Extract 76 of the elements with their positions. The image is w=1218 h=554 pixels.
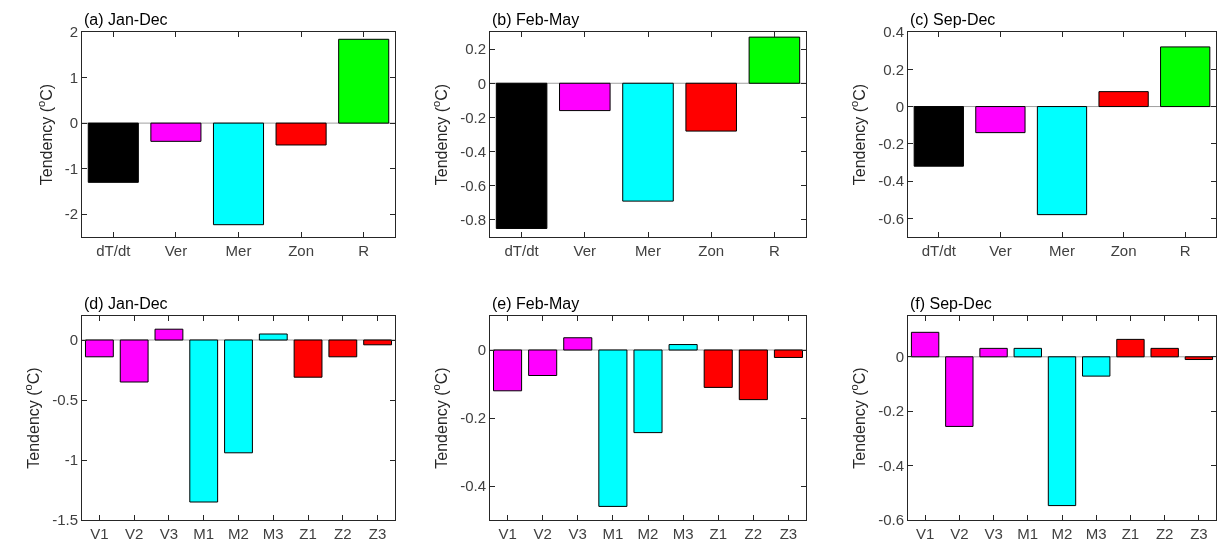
y-tick-label: -1 <box>64 451 78 469</box>
x-tick-label: M1 <box>1017 525 1039 542</box>
x-tick-label: Z2 <box>1155 525 1174 542</box>
x-tick-label: Ver <box>989 242 1012 259</box>
x-tick-label: V2 <box>124 525 144 542</box>
chart-title: (f) Sep-Dec <box>910 295 992 312</box>
x-tick-label: dT/dt <box>96 242 132 259</box>
y-tick-label: 0 <box>895 97 904 115</box>
x-tick-label: M1 <box>602 525 624 542</box>
x-tick-label: Z1 <box>299 525 317 542</box>
x-tick-label: R <box>1179 242 1191 259</box>
x-tick-label: V3 <box>159 525 179 542</box>
x-tick-label: Z3 <box>1190 525 1208 542</box>
x-tick-label: Z1 <box>709 525 727 542</box>
y-tick-label: 0 <box>477 74 486 92</box>
x-tick-label: R <box>768 242 780 259</box>
y-tick-label: -0.2 <box>460 108 486 126</box>
chart-title: (a) Jan-Dec <box>84 11 168 28</box>
x-tick-label: Mer <box>635 242 661 259</box>
y-tick-label: -0.2 <box>878 402 904 420</box>
x-tick-label: Z1 <box>1121 525 1140 542</box>
y-tick-label: -0.6 <box>878 511 904 529</box>
y-tick-label: 2 <box>69 23 78 41</box>
x-tick-label: Mer <box>1049 242 1075 259</box>
y-tick-label: -1 <box>64 159 78 177</box>
y-tick-label: -2 <box>64 205 78 223</box>
y-tick-label: -0.4 <box>460 477 486 495</box>
x-tick-label: V2 <box>533 525 552 542</box>
x-tick-label: V3 <box>984 525 1003 542</box>
chart-title: (b) Feb-May <box>492 11 580 28</box>
chart-title: (e) Feb-May <box>492 295 580 312</box>
y-tick-label: -0.6 <box>460 177 486 194</box>
x-tick-label: Z3 <box>368 525 387 542</box>
y-tick-label: -0.4 <box>878 456 904 474</box>
x-tick-label: M1 <box>193 525 215 542</box>
x-tick-label: dT/dt <box>504 242 540 259</box>
x-tick-label: V1 <box>498 525 517 542</box>
y-tick-label: 0 <box>69 331 78 349</box>
y-tick-label: 1 <box>69 68 78 86</box>
x-tick-label: Zon <box>698 242 725 259</box>
x-tick-label: Ver <box>573 242 597 259</box>
x-tick-label: Zon <box>288 242 315 259</box>
chart-title: (d) Jan-Dec <box>84 295 168 312</box>
x-tick-label: M2 <box>1051 525 1073 542</box>
x-tick-label: Z2 <box>744 525 763 542</box>
y-tick-label: -0.6 <box>878 209 904 227</box>
x-tick-label: dT/dt <box>921 242 957 259</box>
y-tick-label: -0.5 <box>52 391 78 409</box>
y-tick-label: 0.4 <box>883 23 904 41</box>
x-tick-label: M3 <box>672 525 694 542</box>
x-tick-label: M2 <box>637 525 659 542</box>
x-tick-label: V1 <box>915 525 935 542</box>
x-tick-label: V3 <box>568 525 587 542</box>
x-tick-label: M2 <box>228 525 249 542</box>
y-tick-label: -0.8 <box>460 211 486 229</box>
x-tick-label: M3 <box>1085 525 1107 542</box>
x-tick-label: V1 <box>90 525 109 542</box>
y-tick-label: -1.5 <box>52 511 78 529</box>
x-tick-label: Zon <box>1110 242 1137 259</box>
y-tick-label: -0.2 <box>878 135 904 153</box>
x-tick-label: M3 <box>262 525 284 542</box>
x-tick-label: Mer <box>225 242 252 259</box>
y-tick-label: 0.2 <box>465 40 486 58</box>
x-tick-label: V2 <box>950 525 969 542</box>
x-tick-label: Ver <box>164 242 188 259</box>
y-tick-label: 0 <box>477 341 486 359</box>
chart-title: (c) Sep-Dec <box>910 11 996 28</box>
x-tick-label: Z3 <box>779 525 798 542</box>
y-tick-label: 0.2 <box>883 60 904 78</box>
y-tick-label: 0 <box>895 348 904 366</box>
y-tick-label: -0.2 <box>460 409 486 427</box>
x-tick-label: Z2 <box>334 525 352 542</box>
y-tick-label: -0.4 <box>878 172 904 190</box>
y-tick-label: 0 <box>69 114 78 132</box>
x-tick-label: R <box>358 242 370 259</box>
y-tick-label: -0.4 <box>460 142 486 160</box>
